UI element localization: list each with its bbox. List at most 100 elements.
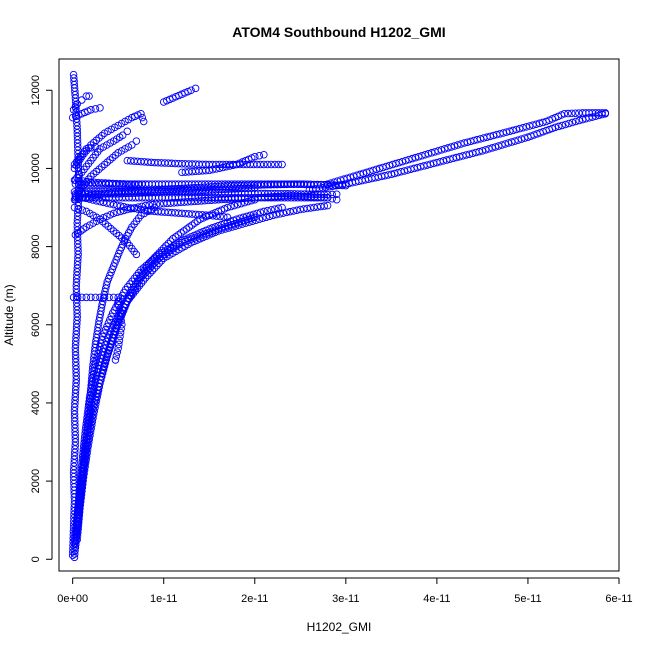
data-point: [87, 178, 95, 186]
data-point: [166, 237, 175, 245]
data-point: [87, 172, 95, 181]
data-point: [418, 151, 426, 160]
data-point: [101, 220, 110, 228]
x-tick-label: 4e-11: [423, 593, 450, 605]
data-point: [75, 176, 84, 185]
data-point: [83, 193, 91, 201]
x-tick-label: 0e+00: [57, 593, 88, 605]
data-point: [150, 264, 159, 272]
data-point: [109, 293, 118, 302]
data-point: [71, 176, 80, 184]
data-point: [138, 113, 147, 122]
data-point: [349, 172, 358, 181]
data-point: [491, 143, 500, 151]
data-point: [512, 125, 521, 134]
data-point: [89, 370, 98, 379]
data-point: [87, 293, 95, 302]
data-point: [90, 178, 99, 187]
data-point: [494, 142, 503, 150]
data-point: [434, 147, 442, 155]
data-point: [137, 279, 146, 287]
data-point: [366, 167, 374, 176]
data-point: [282, 208, 291, 217]
data-point: [214, 225, 223, 233]
data-point: [98, 179, 106, 187]
data-point: [88, 377, 97, 385]
data-point: [100, 362, 109, 371]
data-point: [115, 305, 124, 313]
data-point: [478, 147, 487, 155]
data-point: [453, 141, 462, 149]
data-point: [440, 145, 449, 153]
data-point: [111, 356, 120, 364]
data-point: [488, 144, 496, 152]
data-point: [427, 149, 436, 157]
data-point: [107, 224, 115, 233]
data-point: [255, 151, 264, 160]
data-point: [101, 356, 110, 365]
data-point: [116, 202, 125, 210]
data-point: [320, 190, 329, 199]
data-point: [89, 196, 97, 204]
data-point: [87, 106, 95, 114]
data-point: [78, 150, 87, 158]
data-point: [106, 156, 114, 164]
data-point: [212, 165, 220, 173]
data-point: [117, 324, 125, 333]
data-point: [229, 161, 237, 170]
data-point: [89, 374, 97, 382]
y-tick-label: 2000: [30, 469, 42, 493]
data-point: [323, 180, 332, 188]
data-point: [271, 160, 279, 169]
data-point: [232, 215, 241, 223]
data-point: [286, 207, 294, 216]
x-axis-label: H1202_GMI: [307, 620, 372, 634]
data-point: [98, 336, 106, 344]
data-point: [79, 177, 87, 185]
data-point: [382, 162, 390, 171]
data-point: [401, 156, 410, 165]
data-point: [105, 343, 114, 352]
data-point: [118, 234, 126, 242]
data-point: [108, 179, 117, 188]
data-point: [431, 148, 439, 156]
data-point: [128, 141, 136, 149]
data-point: [539, 118, 547, 127]
y-axis-label: Altitude (m): [2, 284, 16, 345]
data-point: [105, 293, 113, 302]
data-point: [253, 209, 261, 218]
data-point: [107, 312, 116, 321]
data-point: [112, 229, 121, 238]
data-point: [159, 244, 168, 252]
data-point: [96, 104, 104, 112]
data-point: [554, 122, 563, 131]
data-point: [87, 144, 95, 152]
data-point: [70, 160, 79, 169]
data-point: [73, 293, 82, 302]
data-point: [139, 117, 148, 126]
data-point: [224, 222, 233, 230]
data-point: [274, 160, 283, 169]
data-point: [132, 137, 141, 145]
y-tick-label: 6000: [30, 313, 42, 337]
data-point: [99, 365, 108, 374]
data-point: [560, 109, 569, 118]
data-point: [408, 154, 416, 163]
data-point: [108, 153, 117, 162]
data-point: [148, 256, 157, 264]
data-point: [92, 356, 101, 365]
data-point: [91, 293, 100, 302]
data-point: [116, 180, 124, 188]
data-point: [263, 160, 272, 169]
data-point: [388, 160, 397, 169]
data-point: [251, 152, 259, 161]
data-point: [598, 109, 606, 117]
data-point: [98, 332, 107, 341]
data-point: [424, 150, 433, 158]
data-point: [328, 194, 336, 203]
data-point: [276, 210, 284, 218]
data-point: [137, 109, 145, 118]
data-point: [83, 177, 91, 186]
data-point: [548, 124, 556, 133]
data-point: [91, 143, 100, 151]
